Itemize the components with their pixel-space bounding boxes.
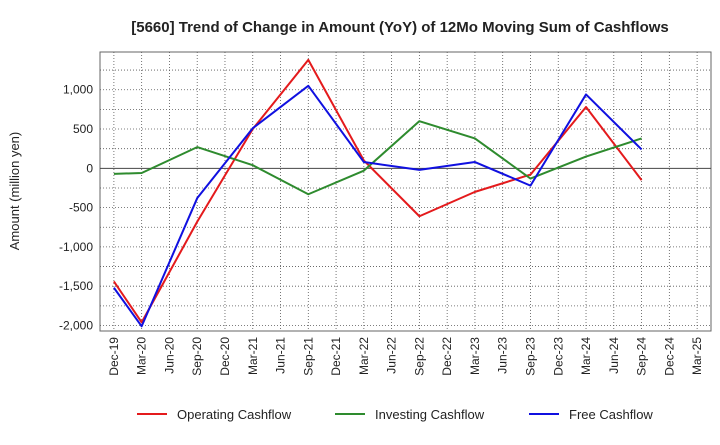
y-tick-label: -1,500 bbox=[59, 279, 93, 293]
chart-title: [5660] Trend of Change in Amount (YoY) o… bbox=[131, 19, 669, 36]
x-tick-label: Mar-24 bbox=[579, 337, 593, 375]
x-tick-label: Mar-20 bbox=[135, 337, 149, 375]
x-tick-label: Sep-22 bbox=[412, 337, 426, 376]
x-tick-label: Dec-22 bbox=[440, 337, 454, 376]
y-tick-label: 1,000 bbox=[63, 83, 93, 97]
y-tick-label: 500 bbox=[73, 122, 93, 136]
plot-area bbox=[100, 52, 711, 331]
x-tick-label: Sep-23 bbox=[523, 337, 537, 376]
legend-label-operating-cashflow: Operating Cashflow bbox=[177, 407, 292, 422]
x-tick-label: Dec-23 bbox=[551, 337, 565, 376]
x-tick-label: Sep-21 bbox=[301, 337, 315, 376]
x-tick-label: Dec-20 bbox=[218, 337, 232, 376]
y-axis-label: Amount (million yen) bbox=[7, 132, 22, 251]
x-tick-label: Jun-22 bbox=[385, 337, 399, 374]
x-tick-label: Jun-21 bbox=[274, 337, 288, 374]
x-tick-label: Mar-23 bbox=[468, 337, 482, 375]
y-tick-label: -500 bbox=[69, 201, 93, 215]
y-tick-label: -1,000 bbox=[59, 240, 93, 254]
x-tick-label: Sep-20 bbox=[190, 337, 204, 376]
x-tick-label: Mar-25 bbox=[690, 337, 704, 375]
legend: Operating Cashflow Investing Cashflow Free… bbox=[137, 407, 653, 422]
legend-label-investing-cashflow: Investing Cashflow bbox=[375, 407, 485, 422]
x-tick-label: Dec-21 bbox=[329, 337, 343, 376]
y-tick-label: 0 bbox=[86, 161, 93, 175]
x-tick-label: Mar-22 bbox=[357, 337, 371, 375]
x-tick-label: Jun-24 bbox=[607, 337, 621, 374]
x-tick-label: Jun-20 bbox=[162, 337, 176, 374]
y-tick-label: -2,000 bbox=[59, 318, 93, 332]
x-tick-label: Dec-24 bbox=[662, 337, 676, 376]
x-tick-label: Mar-21 bbox=[246, 337, 260, 375]
legend-label-free-cashflow: Free Cashflow bbox=[569, 407, 653, 422]
x-tick-label: Sep-24 bbox=[635, 337, 649, 376]
x-tick-label: Dec-19 bbox=[107, 337, 121, 376]
x-tick-label: Jun-23 bbox=[496, 337, 510, 374]
